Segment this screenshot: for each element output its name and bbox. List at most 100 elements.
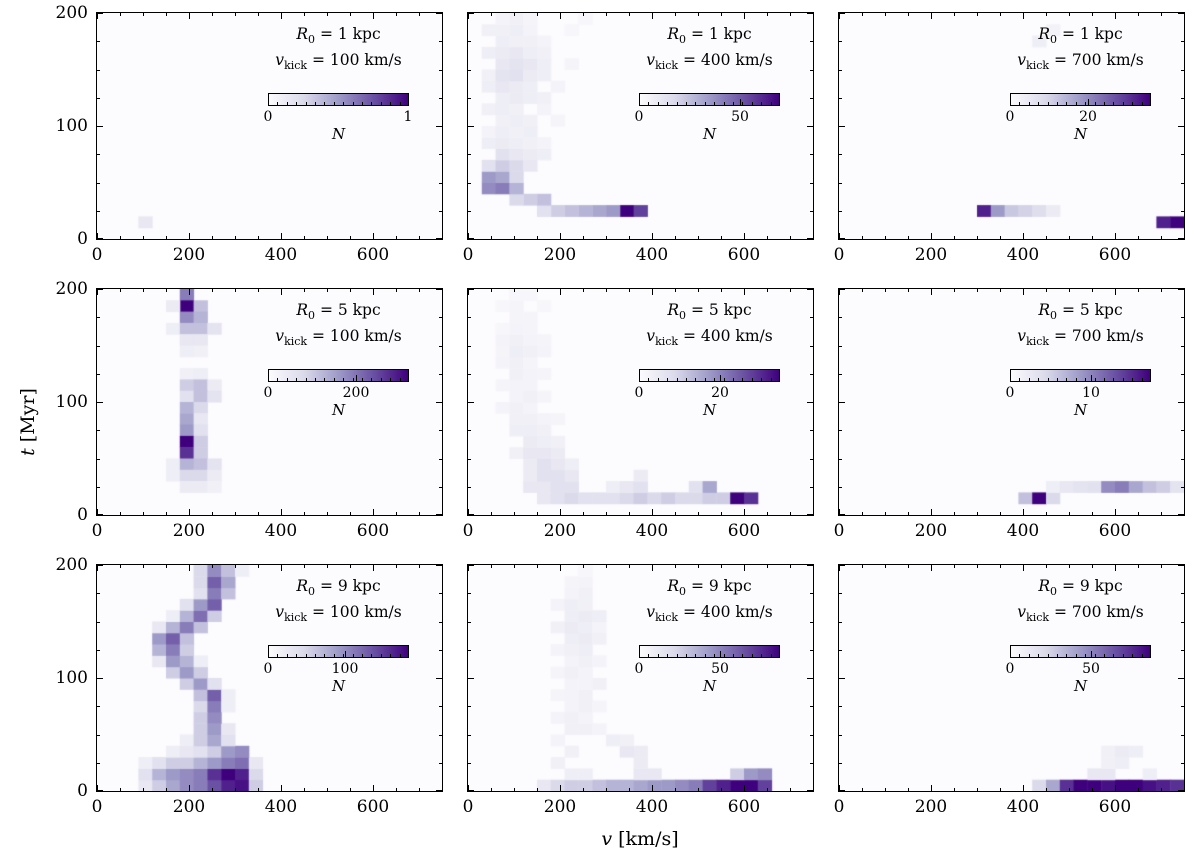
axis-tick [439,374,442,375]
colorbar-minor-tick [400,378,401,381]
axis-tick [810,622,813,623]
axis-tick [839,211,842,212]
axis-tick [97,509,98,515]
axis-tick [281,785,282,791]
colorbar-tick-label: 20 [1079,109,1097,125]
axis-tick [839,593,842,594]
y-tick-label: 100 [55,392,88,412]
vkick-label: vkick = 400 km/s [646,327,773,349]
colorbar-minor-tick [334,102,335,105]
colorbar-minor-tick [752,102,753,105]
axis-tick [373,289,374,295]
axis-tick [468,70,471,71]
axis-tick [790,13,791,16]
axis-tick [514,236,515,239]
axis-tick [839,374,842,375]
x-tick-label: 0 [462,797,474,817]
axis-tick [954,512,955,515]
axis-tick [1161,788,1162,791]
axis-tick [629,289,630,292]
axis-tick [350,788,351,791]
axis-tick [744,289,745,295]
axis-tick [1181,487,1184,488]
colorbar-minor-tick [306,378,307,381]
colorbar-tick-label: 0 [263,661,273,677]
axis-tick [839,790,845,791]
axis-tick [931,13,932,19]
axis-tick [189,785,190,791]
axis-tick [143,512,144,515]
colorbar-minor-tick [287,378,288,381]
axis-tick [862,289,863,292]
axis-tick [839,41,842,42]
axis-tick [537,788,538,791]
axis-tick [258,236,259,239]
axis-tick [807,13,813,14]
axis-tick [810,735,813,736]
colorbar-minor-tick [1095,378,1096,381]
colorbar-minor-tick [381,378,382,381]
colorbar [639,93,780,106]
axis-tick [839,233,840,239]
axis-tick [810,374,813,375]
axis-tick [698,236,699,239]
axis-tick [235,13,236,16]
axis-tick [1178,678,1184,679]
axis-tick [143,289,144,292]
axis-tick [698,565,699,568]
axis-tick [439,98,442,99]
x-tick-label: 200 [914,797,948,817]
axis-tick [790,289,791,292]
axis-tick [767,13,768,16]
axis-tick [468,785,469,791]
axis-tick [419,512,420,515]
axis-tick [839,650,842,651]
r0-label: R0 = 1 kpc [296,25,381,47]
axis-tick [1138,289,1139,292]
axis-tick [908,236,909,239]
axis-tick [1069,565,1070,568]
axis-tick [839,183,842,184]
axis-tick [1161,565,1162,568]
axis-tick [491,512,492,515]
axis-tick [1115,785,1116,791]
axis-tick [1178,13,1184,14]
axis-tick [1092,236,1093,239]
axis-tick [166,236,167,239]
axis-tick [810,98,813,99]
axis-tick [629,512,630,515]
axis-tick [468,154,471,155]
panel-condition-label: R0 = 5 kpc vkick = 700 km/s [1017,300,1143,352]
axis-tick [606,512,607,515]
colorbar-minor-tick [296,378,297,381]
axis-tick [862,788,863,791]
axis-tick [977,788,978,791]
r0-label: R0 = 5 kpc [296,301,381,323]
colorbar-tick-label: 0 [634,385,644,401]
colorbar-minor-tick [1132,378,1133,381]
axis-tick [721,289,722,292]
vkick-label: vkick = 400 km/s [646,51,773,73]
axis-tick [439,735,442,736]
axis-tick [583,236,584,239]
axis-tick [281,13,282,19]
axis-tick [721,788,722,791]
axis-tick [258,13,259,16]
axis-tick [698,289,699,292]
colorbar-major-tick [268,375,269,381]
axis-tick [790,236,791,239]
axis-tick [839,459,842,460]
axis-tick [1000,788,1001,791]
colorbar-minor-tick [324,654,325,657]
axis-tick [439,593,442,594]
colorbar-minor-tick [1142,654,1143,657]
r0-label: R0 = 9 kpc [667,577,752,599]
colorbar-major-tick [268,99,269,105]
colorbar-minor-tick [1048,102,1049,105]
colorbar-minor-tick [1123,378,1124,381]
colorbar-minor-tick [362,378,363,381]
colorbar-minor-tick [1066,102,1067,105]
axis-tick [514,289,515,292]
colorbar-minor-tick [343,102,344,105]
colorbar-minor-tick [648,654,649,657]
